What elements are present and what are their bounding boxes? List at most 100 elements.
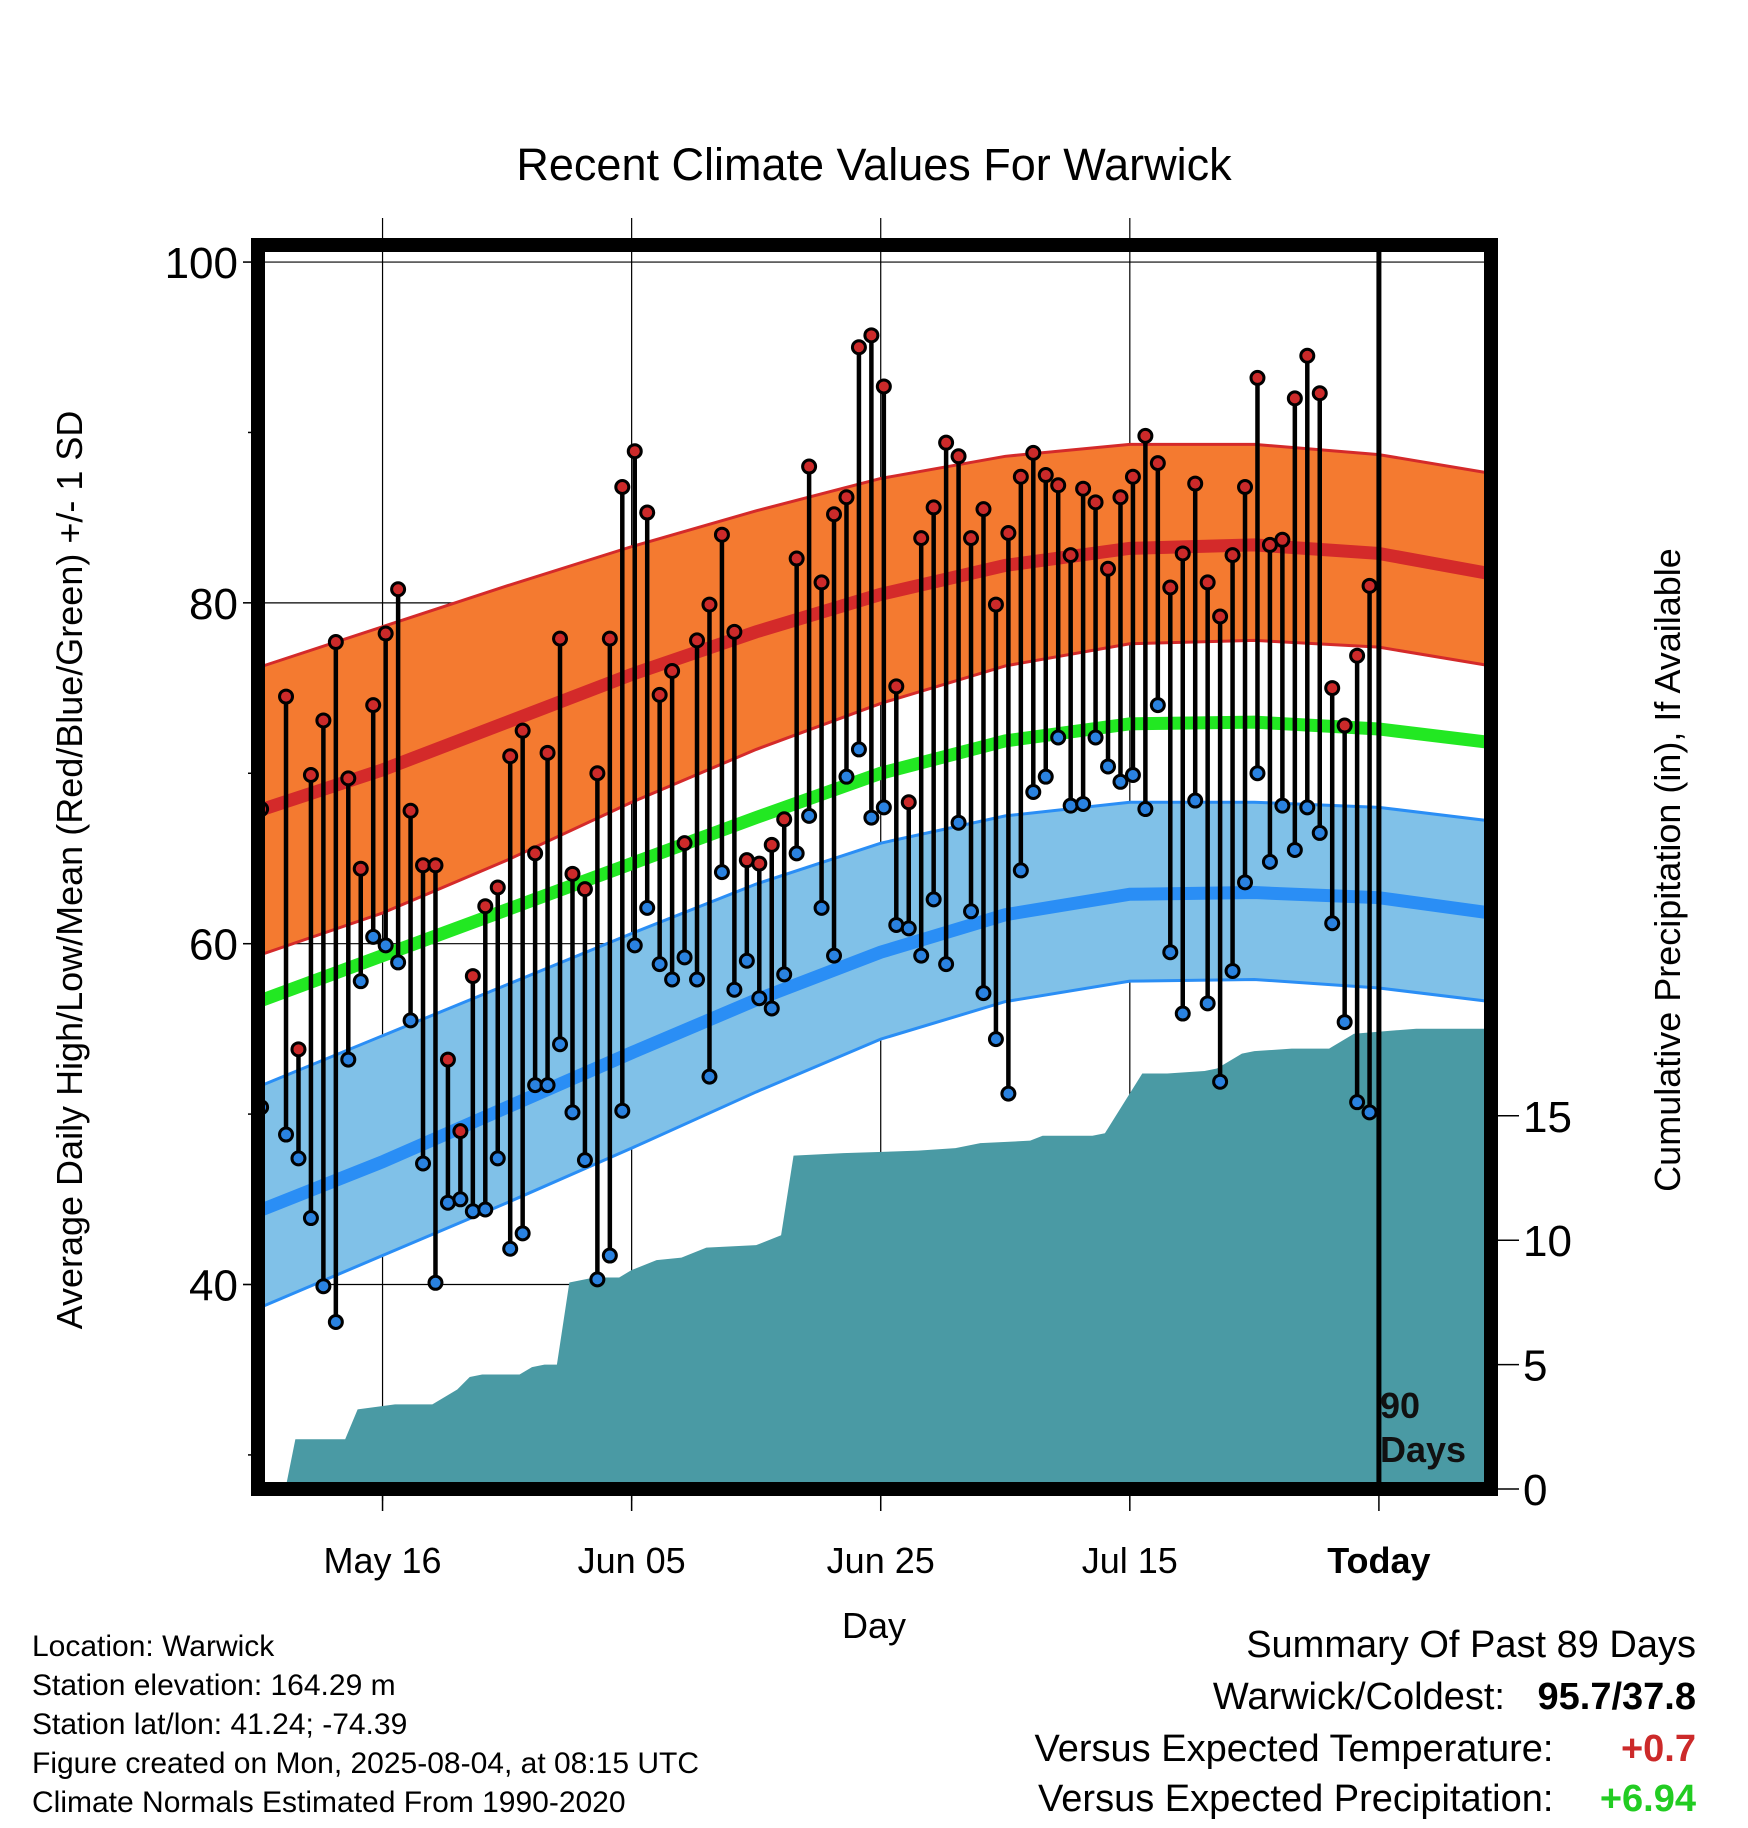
daily-high-point xyxy=(477,898,494,915)
daily-low-point xyxy=(315,1278,332,1295)
daily-low-point xyxy=(1237,874,1254,891)
daily-high-point xyxy=(1237,478,1254,495)
daily-low-point xyxy=(576,1152,593,1169)
daily-high-point xyxy=(1112,489,1129,506)
y-tick-label: 60 xyxy=(189,921,238,970)
daily-high-point xyxy=(352,860,369,877)
daily-low-point xyxy=(464,1203,481,1220)
daily-low-point xyxy=(1311,824,1328,841)
precipitation-area xyxy=(258,1028,1491,1489)
daily-low-point xyxy=(1187,792,1204,809)
daily-low-point xyxy=(1037,768,1054,785)
daily-high-point xyxy=(1336,717,1353,734)
daily-low-point xyxy=(938,956,955,973)
summary-warmest-value: 95.7/37.8 xyxy=(1537,1676,1696,1718)
daily-low-point xyxy=(676,949,693,966)
daily-low-point xyxy=(1112,773,1129,790)
daily-low-point xyxy=(1261,853,1278,870)
summary-warmest-row: Warwick/Coldest: 95.7/37.8 xyxy=(1213,1674,1696,1720)
x-tick-label: Jun 25 xyxy=(827,1540,935,1581)
daily-high-point xyxy=(1299,347,1316,364)
daily-low-point xyxy=(1249,765,1266,782)
y-axis-label: Average Daily High/Low/Mean (Red/Blue/Gr… xyxy=(49,411,90,1330)
daily-low-point xyxy=(489,1150,506,1167)
y-tick-label: 80 xyxy=(189,580,238,629)
daily-high-point xyxy=(1212,608,1229,625)
daily-low-point xyxy=(365,928,382,945)
daily-high-point xyxy=(502,748,519,765)
x-tick-label: May 16 xyxy=(324,1540,442,1581)
daily-low-point xyxy=(626,937,643,954)
daily-high-point xyxy=(614,478,631,495)
daily-low-point xyxy=(701,1068,718,1085)
daily-high-point xyxy=(1311,385,1328,402)
daily-high-point xyxy=(1174,545,1191,562)
daily-low-point xyxy=(514,1225,531,1242)
daily-low-point xyxy=(975,985,992,1002)
daily-low-point xyxy=(813,899,830,916)
daily-high-point xyxy=(813,574,830,591)
daily-high-point xyxy=(913,530,930,547)
y2-tick-label: 5 xyxy=(1523,1342,1547,1391)
daily-low-point xyxy=(838,768,855,785)
daily-high-point xyxy=(801,458,818,475)
daily-high-point xyxy=(1137,427,1154,444)
daily-low-point xyxy=(1012,862,1029,879)
daily-high-point xyxy=(850,339,867,356)
daily-high-point xyxy=(365,697,382,714)
plot-area: 90 Days xyxy=(243,218,1498,1501)
summary-heading: Summary Of Past 89 Days xyxy=(1246,1624,1696,1666)
daily-low-point xyxy=(875,799,892,816)
daily-high-point xyxy=(1349,647,1366,664)
daily-low-point xyxy=(302,1210,319,1227)
daily-high-point xyxy=(564,865,581,882)
precipitation-layer xyxy=(258,1028,1491,1489)
daily-low-point xyxy=(1212,1073,1229,1090)
daily-low-point xyxy=(452,1191,469,1208)
daily-high-point xyxy=(452,1123,469,1140)
daily-low-point xyxy=(1050,729,1067,746)
daily-low-point xyxy=(1137,801,1154,818)
daily-high-point xyxy=(377,625,394,642)
daily-low-point xyxy=(278,1126,295,1143)
daily-low-point xyxy=(639,899,656,916)
daily-low-point xyxy=(1224,962,1241,979)
daily-low-point xyxy=(402,1012,419,1029)
daily-high-point xyxy=(676,835,693,852)
daily-low-point xyxy=(826,947,843,964)
low-sd-lower-edge xyxy=(257,977,1492,1310)
x-tick-label: Jun 05 xyxy=(578,1540,686,1581)
daily-high-point xyxy=(888,678,905,695)
x-axis-label: Day xyxy=(842,1605,906,1646)
daily-high-point xyxy=(327,634,344,651)
daily-low-point xyxy=(751,990,768,1007)
footer-location: Location: Warwick xyxy=(32,1630,275,1663)
daily-stems-layer xyxy=(258,335,1372,1322)
summary-precip-value: +6.94 xyxy=(1599,1778,1696,1820)
daily-high-point xyxy=(900,794,917,811)
daily-high-point xyxy=(1149,455,1166,472)
y2-tick-label: 0 xyxy=(1523,1466,1547,1515)
daily-high-point xyxy=(838,489,855,506)
y2-tick-label: 10 xyxy=(1523,1217,1572,1266)
daily-high-point xyxy=(826,506,843,523)
daily-high-point xyxy=(1037,467,1054,484)
daily-high-point xyxy=(589,765,606,782)
daily-high-point xyxy=(651,686,668,703)
axes: 40 60 80 100 0 5 10 15 May 16 Jun 05 Jun 25 Jul 15 T… xyxy=(165,239,1572,1581)
daily-low-point xyxy=(427,1274,444,1291)
summary-temp-row: Versus Expected Temperature: +0.7 xyxy=(1035,1726,1696,1772)
daily-low-point xyxy=(1286,841,1303,858)
daily-high-point xyxy=(439,1051,456,1068)
daily-low-point xyxy=(763,1000,780,1017)
daily-low-point xyxy=(340,1051,357,1068)
chart-title: Recent Climate Values For Warwick xyxy=(516,139,1232,190)
daily-high-point xyxy=(713,526,730,543)
daily-low-point xyxy=(1299,799,1316,816)
footer-created: Figure created on Mon, 2025-08-04, at 08… xyxy=(32,1747,700,1780)
daily-high-point xyxy=(464,968,481,985)
daily-low-point xyxy=(352,973,369,990)
daily-low-point xyxy=(713,864,730,881)
daily-low-point xyxy=(390,954,407,971)
